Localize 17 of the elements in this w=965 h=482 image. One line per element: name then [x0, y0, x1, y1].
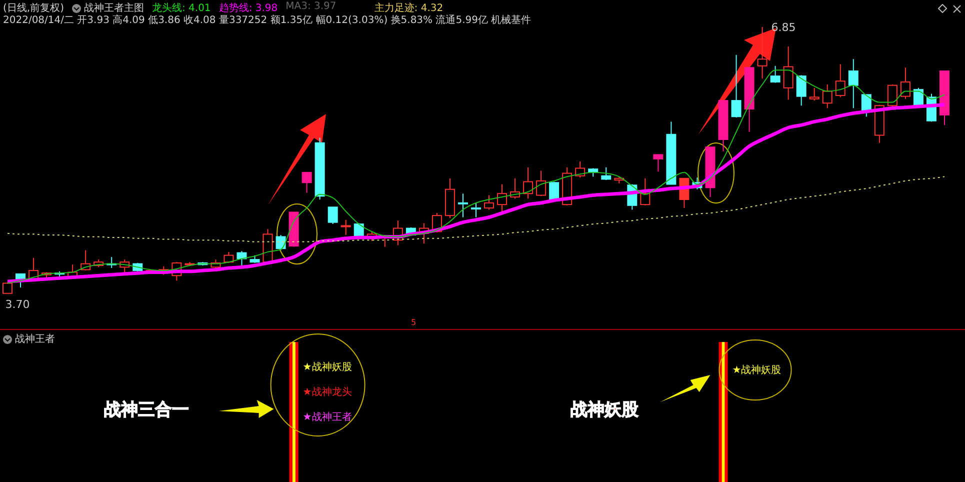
chart-title: (日线,前复权)	[3, 2, 64, 15]
chart-title: 战神王者	[15, 332, 55, 346]
text: 3.70	[5, 298, 30, 312]
annotation: ★战神龙头	[302, 386, 352, 399]
annotation: ★战神妖股	[302, 360, 352, 374]
text: 龙头线: 4.01	[152, 2, 211, 15]
chart-subtitle: 战神王者主图	[84, 2, 144, 14]
annotation: 6.85	[771, 20, 796, 34]
text: 2022/08/14/二 开3.93 高4.09 低3.86 收4.08 量337252 额1.35亿 幅0.12(3.03%) 换5.83% 流通5.99亿 机械基件	[3, 14, 532, 27]
text: 主力足迹: 4.32	[374, 2, 444, 14]
annotation: 战神妖股	[570, 399, 638, 421]
text: 趋势线: 3.98	[218, 2, 278, 14]
annotation: 战神三合一	[104, 399, 189, 421]
annotation: ★战神妖股	[732, 364, 782, 377]
text: MA3: 3.97	[286, 1, 336, 14]
annotation: ★战神王者	[302, 410, 352, 424]
text: 5	[411, 318, 416, 327]
